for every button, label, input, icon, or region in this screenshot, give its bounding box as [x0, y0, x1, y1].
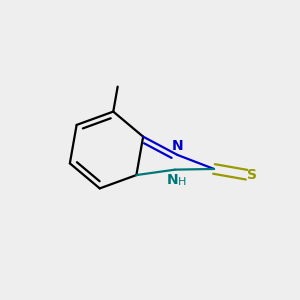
Text: N: N	[172, 139, 183, 153]
Text: H: H	[177, 177, 186, 187]
Text: S: S	[247, 168, 257, 182]
Text: N: N	[167, 173, 178, 187]
